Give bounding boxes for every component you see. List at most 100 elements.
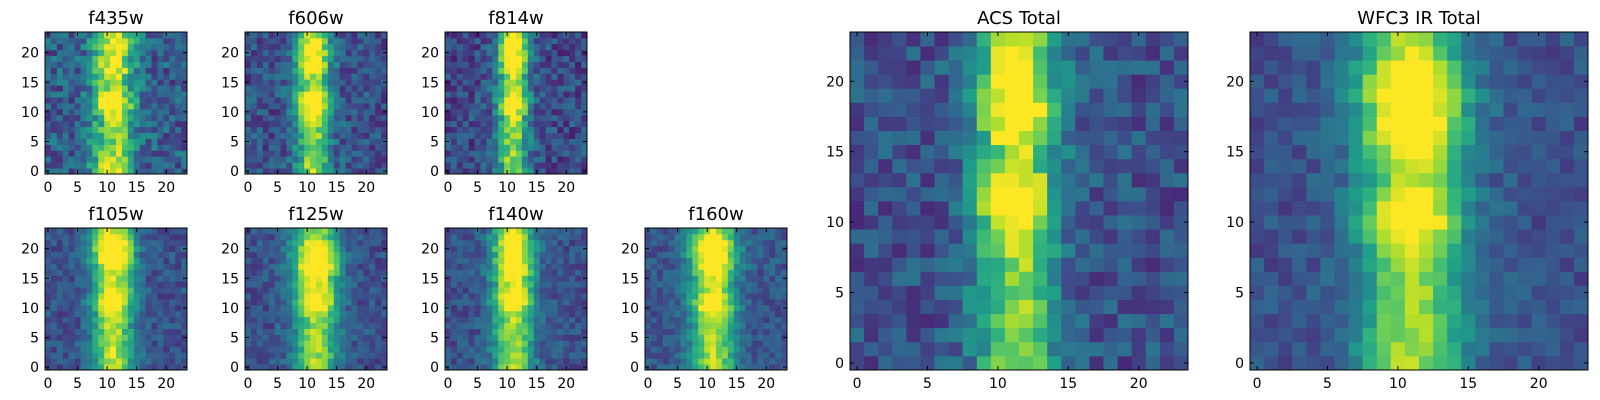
heatmap-cell: [781, 228, 788, 235]
heatmap-cell: [456, 55, 464, 62]
x-tick-label: 10: [498, 180, 516, 196]
heatmap-cell: [563, 126, 570, 133]
heatmap-cell: [298, 263, 305, 270]
heatmap-cell: [662, 287, 670, 294]
heatmap-cell: [920, 172, 935, 188]
heatmap-cell: [298, 37, 305, 45]
heatmap-cell: [68, 245, 75, 253]
heatmap-cell: [516, 228, 523, 235]
heatmap-cell: [256, 37, 264, 45]
heatmap-cell: [1159, 257, 1175, 272]
heatmap-cell: [721, 304, 729, 312]
heatmap-cell: [357, 79, 364, 86]
heatmap-cell: [775, 299, 782, 306]
heatmap-cell: [133, 103, 141, 110]
heatmap-cell: [56, 114, 64, 122]
heatmap-cell: [906, 327, 921, 343]
heatmap-cell: [145, 114, 152, 122]
heatmap-cell: [976, 130, 992, 146]
heatmap-cell: [86, 114, 93, 122]
heatmap-cell: [274, 103, 281, 110]
heatmap-cell: [151, 138, 158, 145]
heatmap-cell: [381, 32, 388, 39]
heatmap-cell: [74, 346, 81, 353]
heatmap-cell: [104, 144, 111, 151]
heatmap-cell: [527, 239, 535, 247]
heatmap-cell: [56, 346, 64, 353]
heatmap-cell: [133, 73, 141, 80]
heatmap-cell: [1047, 130, 1062, 146]
heatmap-cell: [175, 233, 182, 241]
heatmap-cell: [557, 346, 564, 353]
heatmap-cell: [704, 233, 711, 241]
heatmap-cell: [468, 275, 475, 282]
heatmap-cell: [369, 55, 376, 62]
heatmap-cell: [656, 275, 664, 282]
heatmap-cell: [245, 61, 252, 68]
heatmap-cell: [557, 49, 564, 57]
heatmap-cell: [139, 103, 146, 110]
heatmap-cell: [339, 287, 346, 294]
heatmap-cell: [474, 43, 481, 51]
axes-frame: [849, 31, 1189, 371]
heatmap-cell: [256, 316, 264, 324]
heatmap-cell: [521, 287, 529, 294]
heatmap-cell: [498, 310, 505, 318]
heatmap-cell: [962, 257, 978, 272]
heatmap-cell: [133, 138, 141, 145]
heatmap-cell: [175, 346, 182, 353]
heatmap-cell: [1019, 257, 1034, 272]
heatmap-cell: [650, 322, 658, 329]
heatmap-cell: [680, 275, 687, 282]
heatmap-cell: [110, 328, 117, 335]
heatmap-cell: [181, 144, 188, 151]
heatmap-cell: [516, 156, 523, 163]
heatmap-cell: [680, 328, 687, 335]
heatmap-cell: [280, 316, 287, 324]
heatmap-cell: [92, 239, 99, 247]
heatmap-cell: [139, 37, 146, 45]
heatmap-cell: [250, 281, 258, 288]
heatmap-cell: [286, 316, 293, 324]
heatmap-cell: [175, 97, 182, 104]
heatmap-cell: [557, 228, 564, 235]
heatmap-cell: [304, 304, 311, 312]
heatmap-cell: [139, 67, 146, 74]
heatmap-cell: [468, 316, 475, 324]
heatmap-cell: [1334, 327, 1349, 343]
heatmap-cell: [450, 334, 458, 341]
heatmap-cell: [674, 281, 681, 288]
heatmap-cell: [345, 85, 352, 92]
heatmap-cell: [175, 162, 182, 169]
heatmap-cell: [56, 233, 64, 241]
heatmap-cell: [256, 91, 264, 98]
heatmap-cell: [557, 120, 564, 128]
heatmap-cell: [492, 49, 499, 57]
heatmap-cell: [533, 108, 541, 116]
heatmap-cell: [1503, 313, 1518, 329]
heatmap-cell: [569, 269, 576, 276]
heatmap-cell: [104, 79, 111, 86]
heatmap-cell: [92, 55, 99, 62]
heatmap-cell: [692, 316, 699, 324]
y-tick-label: 0: [230, 164, 239, 180]
heatmap-cell: [80, 287, 87, 294]
heatmap-cell: [304, 257, 311, 264]
heatmap-cell: [280, 346, 287, 353]
heatmap-cell: [1019, 201, 1034, 216]
heatmap-cell: [250, 138, 258, 145]
heatmap-cell: [581, 67, 588, 74]
heatmap-cell: [498, 126, 505, 133]
heatmap-cell: [504, 120, 511, 128]
heatmap-cell: [668, 228, 675, 235]
heatmap-cell: [934, 116, 949, 131]
heatmap-cell: [533, 132, 541, 139]
heatmap-cell: [1159, 186, 1175, 202]
heatmap-cell: [733, 257, 741, 264]
heatmap-cell: [480, 132, 487, 139]
heatmap-cell: [56, 97, 64, 104]
heatmap-cell: [575, 120, 582, 128]
heatmap-cell: [510, 144, 517, 151]
heatmap-cell: [710, 263, 717, 270]
heatmap-cell: [462, 156, 470, 163]
